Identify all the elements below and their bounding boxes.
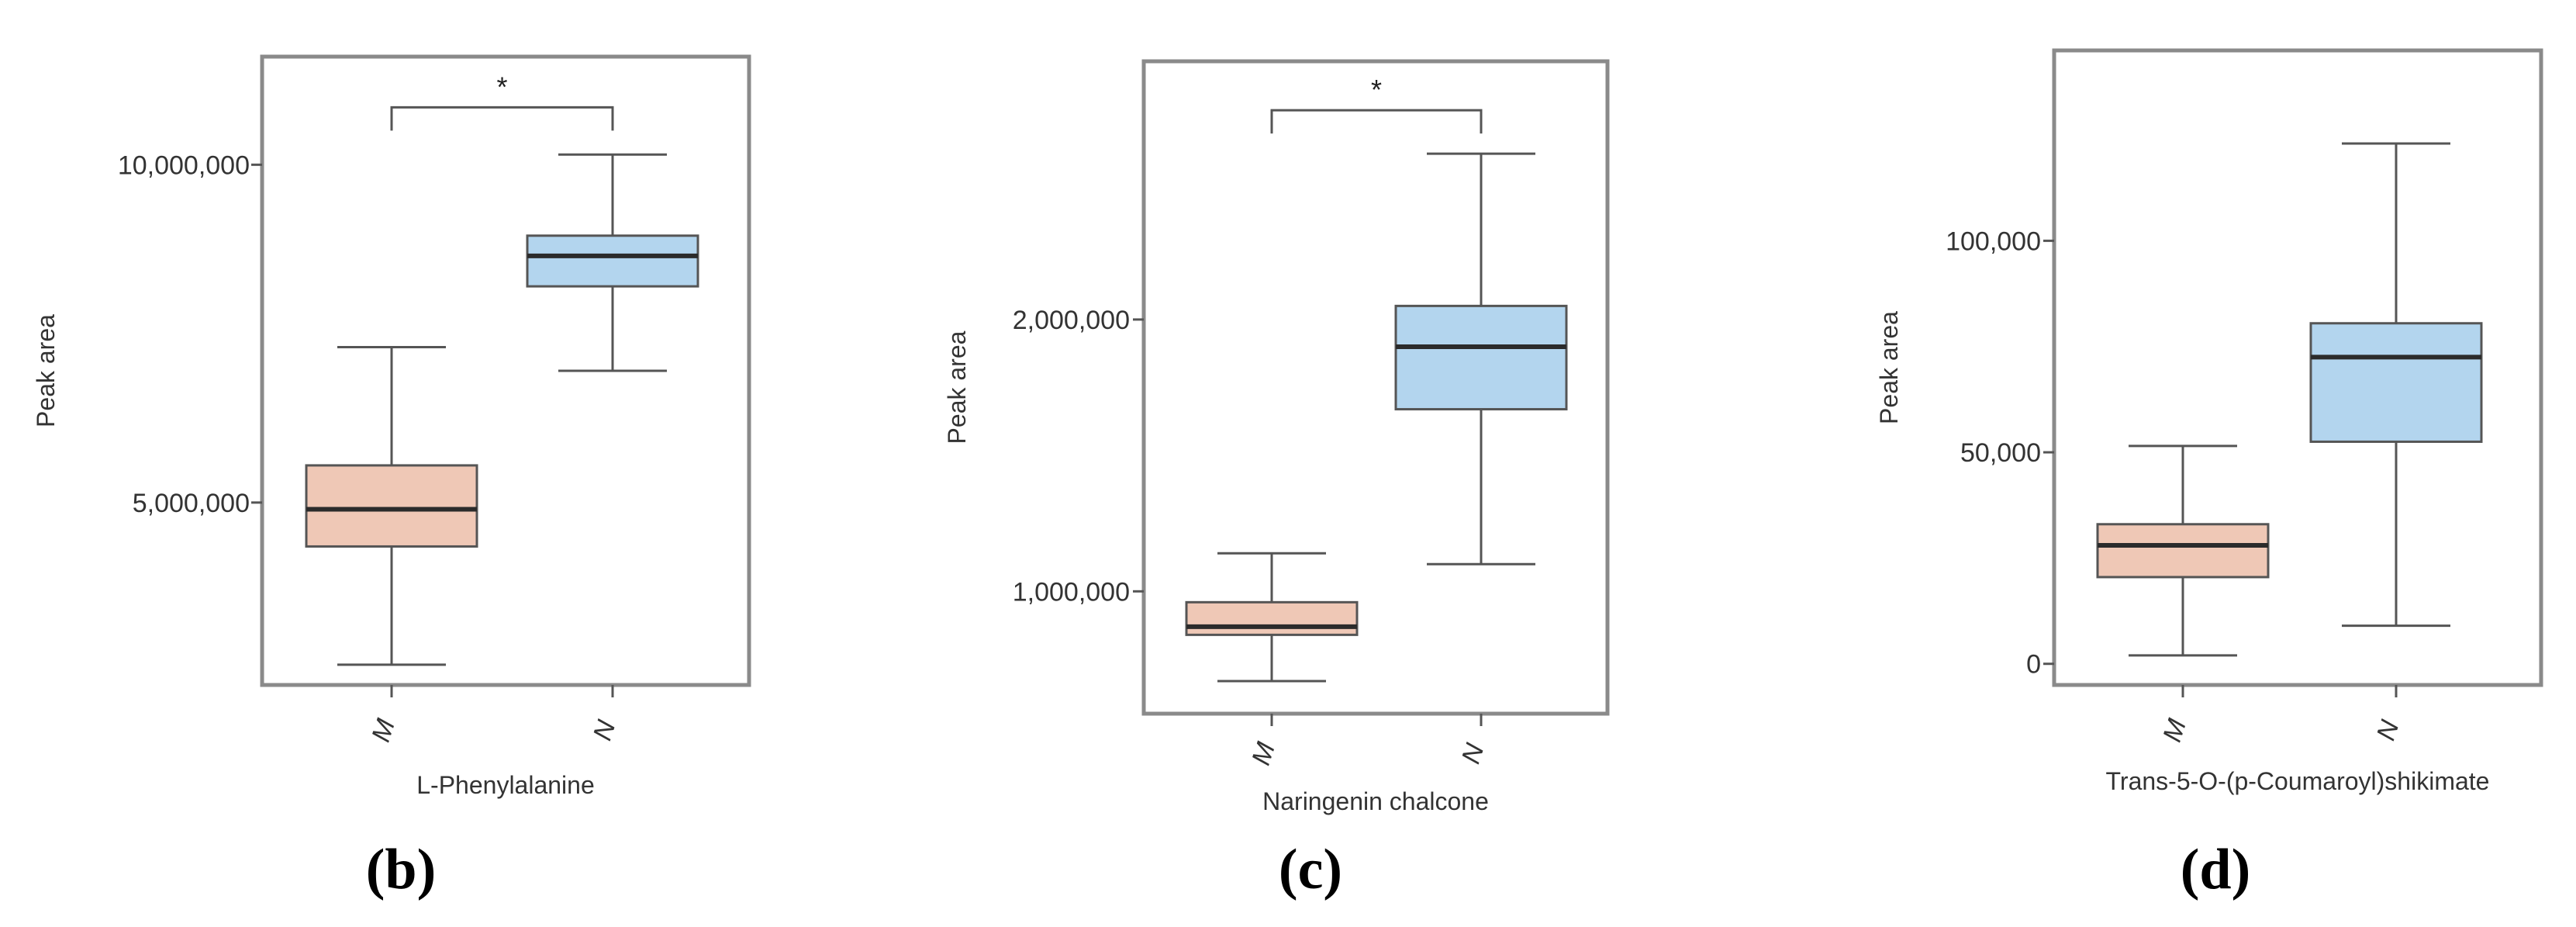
y-tick-label: 0 — [2026, 650, 2041, 680]
x-tick-label-N: N — [1456, 740, 1490, 768]
x-axis-title: Naringenin chalcone — [1262, 787, 1489, 815]
box-M — [1185, 552, 1359, 683]
x-tick-label-N: N — [2371, 717, 2405, 745]
chart-panel-2: 1,000,000 2,000,000 Peak area M N * Naringenin… — [943, 59, 1610, 901]
x-axis-title: L-Phenylalanine — [416, 771, 595, 799]
box-body — [2096, 523, 2270, 579]
plot-frame — [1141, 59, 1610, 716]
panel-label: (b) — [366, 838, 436, 901]
x-axis-title: Trans-5-O-(p-Coumaroyl)shikimate — [2106, 767, 2490, 795]
x-tick-label-M: M — [366, 715, 401, 745]
y-tick-label: 2,000,000 — [1013, 306, 1130, 335]
box-N — [526, 153, 699, 372]
significance-bracket — [1270, 109, 1483, 134]
box-M — [2096, 444, 2270, 657]
chart-panel-3: 0 50,000 100,000 Peak area M N Trans-5-O-(p-Co… — [1875, 48, 2543, 901]
y-tick-label: 1,000,000 — [1013, 577, 1130, 607]
y-tick-label: 10,000,000 — [118, 150, 250, 180]
box-body — [1394, 304, 1568, 411]
y-axis-title: Peak area — [943, 330, 971, 444]
box-body — [526, 234, 699, 288]
panel-label: (c) — [1279, 838, 1342, 901]
significance-star: * — [1371, 74, 1382, 105]
y-tick-label: 5,000,000 — [133, 489, 250, 518]
plot-frame — [260, 54, 751, 687]
y-axis-title: Peak area — [1875, 311, 1903, 424]
box-body — [2309, 322, 2483, 443]
y-tick-label: 100,000 — [1946, 227, 2041, 256]
x-tick-label-M: M — [1246, 738, 1281, 769]
box-body — [1185, 600, 1359, 636]
x-tick-label-M: M — [2157, 715, 2192, 745]
box-M — [305, 346, 478, 666]
chart-panel-1: 5,000,000 10,000,000 Peak area M N * L-Phenyla… — [32, 54, 751, 901]
y-tick-label: 50,000 — [1960, 438, 2041, 468]
box-N — [2309, 142, 2483, 628]
x-tick-label-N: N — [588, 717, 622, 745]
plot-frame — [2052, 48, 2543, 687]
significance-star: * — [496, 71, 507, 102]
significance-bracket — [390, 105, 614, 131]
box-body — [305, 464, 478, 548]
box-N — [1394, 152, 1568, 566]
panel-label: (d) — [2181, 838, 2250, 901]
y-axis-title: Peak area — [32, 314, 60, 427]
